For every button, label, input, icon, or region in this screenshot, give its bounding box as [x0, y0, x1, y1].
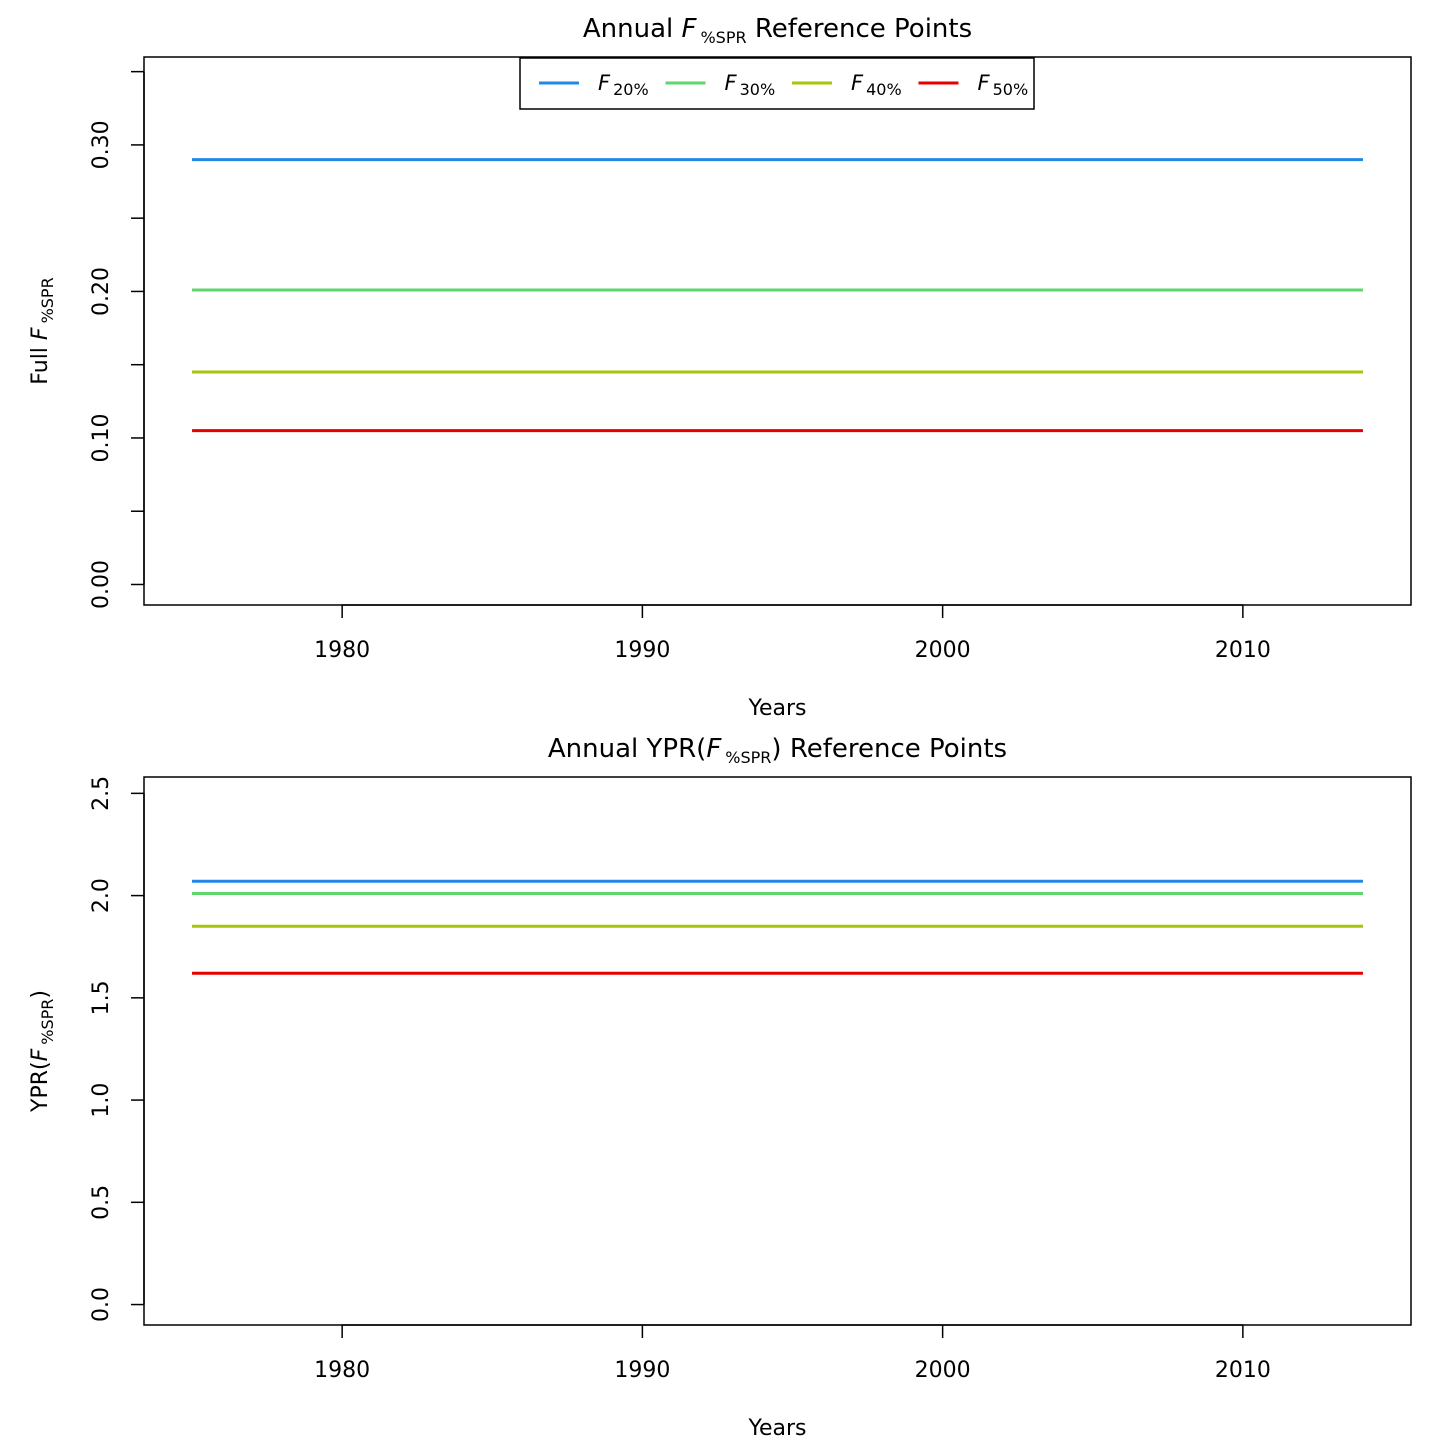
legend-label: F 40%	[851, 71, 902, 99]
y-axis-label: Full F %SPR	[28, 277, 57, 384]
y-tick-label: 0.10	[89, 413, 114, 462]
x-tick-label: 2000	[915, 638, 971, 663]
y-tick-label: 1.0	[89, 1083, 114, 1118]
chart-title-var: F	[682, 14, 698, 44]
x-tick-label: 1990	[614, 638, 670, 663]
plot-frame	[143, 776, 1412, 1326]
chart-title-prefix: Annual YPR(	[548, 734, 706, 764]
y-axis-label: YPR(F %SPR)	[28, 990, 57, 1113]
y-axis-label-prefix: YPR(	[28, 1061, 53, 1113]
chart-title: Annual YPR(F %SPR) Reference Points	[548, 734, 1007, 767]
y-tick-label: 2.5	[89, 776, 114, 811]
y-axis-label-var: F	[28, 1048, 53, 1061]
y-tick-label: 1.5	[89, 980, 114, 1015]
legend-label: F 30%	[725, 71, 776, 99]
y-tick-label: 2.0	[89, 878, 114, 913]
legend-label: F 50%	[978, 71, 1029, 99]
legend-label-sub: 30%	[740, 80, 776, 99]
y-axis-label-var: F	[28, 327, 53, 340]
legend-label-sub: 20%	[613, 80, 649, 99]
y-tick-label: 0.5	[89, 1185, 114, 1220]
chart-title-suffix: ) Reference Points	[771, 734, 1007, 764]
legend-label-var: F	[978, 71, 991, 95]
y-axis-label-prefix: Full	[28, 340, 53, 385]
legend-label-var: F	[598, 71, 611, 95]
chart-title-prefix: Annual	[583, 14, 682, 44]
chart-title: Annual F %SPR Reference Points	[583, 14, 972, 47]
chart-title-var: F	[706, 734, 722, 764]
y-axis-label-suffix: )	[28, 990, 53, 999]
y-tick-label: 0.0	[89, 1287, 114, 1322]
legend-label: F 20%	[598, 71, 649, 99]
legend-label-sub: 40%	[866, 80, 902, 99]
x-tick-label: 2010	[1215, 1358, 1271, 1383]
y-tick-label: 0.20	[89, 267, 114, 316]
x-tick-label: 2000	[915, 1358, 971, 1383]
x-tick-label: 1990	[614, 1358, 670, 1383]
y-axis-label-sub: %SPR	[38, 999, 57, 1045]
y-tick-label: 0.00	[89, 560, 114, 609]
chart-title-suffix: Reference Points	[747, 14, 973, 44]
x-tick-label: 1980	[314, 638, 370, 663]
chart-title-sub: %SPR	[725, 748, 771, 767]
x-tick-label: 2010	[1215, 638, 1271, 663]
x-tick-label: 1980	[314, 1358, 370, 1383]
x-axis-label: Years	[747, 696, 806, 721]
chart-title-sub: %SPR	[700, 28, 746, 47]
legend-label-var: F	[851, 71, 864, 95]
x-axis-label: Years	[747, 1416, 806, 1440]
plot-frame	[143, 56, 1412, 606]
legend: F 20% F 30% F 40% F 50%	[519, 57, 1035, 110]
legend-label-var: F	[725, 71, 738, 95]
legend-label-sub: 50%	[993, 80, 1029, 99]
y-tick-label: 0.30	[89, 120, 114, 169]
y-axis-label-sub: %SPR	[38, 277, 57, 323]
